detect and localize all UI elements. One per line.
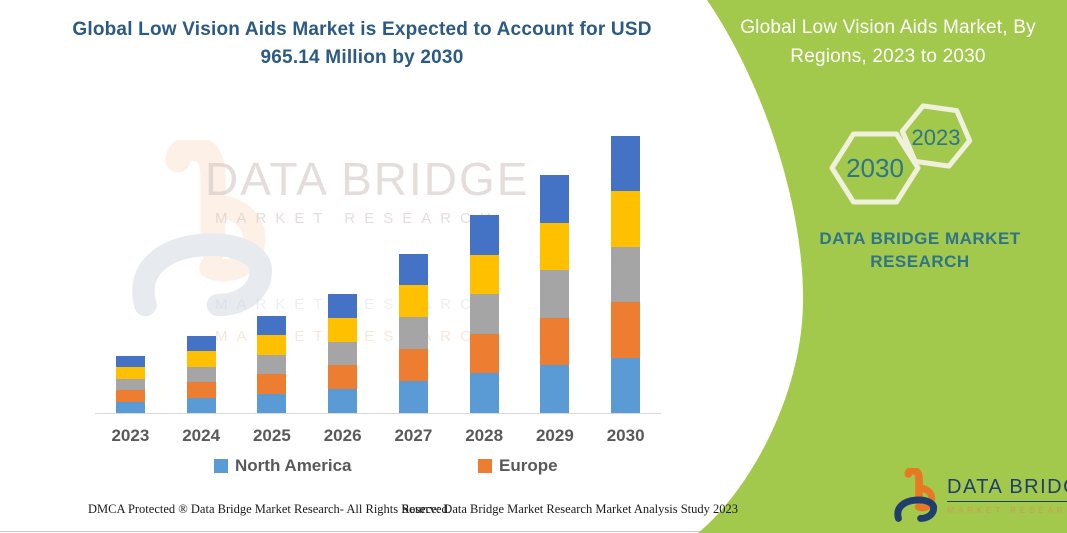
- bar-2030-segment-north-america: [611, 357, 641, 413]
- bar-2025-segment-unlabeled-gray: [257, 354, 287, 374]
- bar-2023-segment-unlabeled-yellow: [115, 367, 145, 379]
- bar-2024-segment-europe: [186, 382, 216, 398]
- bar-2029-segment-europe: [540, 317, 570, 366]
- legend-swatch-europe: [478, 459, 492, 473]
- bar-2023-segment-north-america: [115, 401, 145, 413]
- bar-2025: [257, 315, 287, 413]
- bar-2026-segment-unlabeled-yellow: [328, 317, 358, 342]
- legend-item-north-america: North America: [214, 456, 352, 476]
- brand-line-2: RESEARCH: [870, 251, 970, 271]
- data-bridge-logo: DATA BRIDGE MARKET RESEARCH: [893, 468, 1067, 523]
- bar-2030: [611, 136, 641, 413]
- bar-2023-segment-europe: [115, 390, 145, 402]
- data-bridge-logo-mark: [893, 468, 939, 523]
- bar-2027-segment-north-america: [398, 381, 428, 413]
- x-axis-label-2024: 2024: [182, 426, 221, 445]
- right-panel-brand-name: DATA BRIDGE MARKET RESEARCH: [810, 228, 1030, 274]
- bar-2026: [328, 294, 358, 413]
- bar-2024: [186, 335, 216, 413]
- bar-2026-segment-north-america: [328, 389, 358, 413]
- bar-2028-segment-unlabeled-dark-blue: [469, 215, 499, 255]
- bar-2028: [469, 215, 499, 413]
- bar-2029: [540, 175, 570, 413]
- legend-label-europe: Europe: [499, 456, 558, 475]
- hexagon-2030-label: 2030: [846, 153, 904, 183]
- logo-divider-line: [947, 501, 1067, 502]
- bar-2023-segment-unlabeled-gray: [115, 378, 145, 390]
- bar-2024-segment-north-america: [186, 397, 216, 413]
- bar-2026-segment-unlabeled-gray: [328, 341, 358, 366]
- x-axis-labels: 2023 2024 2025 2026 2027 2028 2029 2030: [95, 426, 661, 446]
- hexagon-2023-label: 2023: [912, 125, 961, 150]
- chart-title: Global Low Vision Aids Market is Expecte…: [72, 19, 652, 68]
- x-axis-label-2029: 2029: [535, 426, 574, 445]
- bar-2030-segment-europe: [611, 302, 641, 358]
- bar-2027-segment-europe: [398, 349, 428, 382]
- x-axis-label-2023: 2023: [111, 426, 150, 445]
- footer-source-text: Source: Data Bridge Market Research Mark…: [402, 502, 739, 516]
- bar-2025-segment-unlabeled-yellow: [257, 335, 287, 355]
- x-axis-baseline: [95, 413, 661, 414]
- x-axis-label-2027: 2027: [394, 426, 433, 445]
- bar-2029-segment-unlabeled-dark-blue: [540, 175, 570, 223]
- bar-2024-segment-unlabeled-dark-blue: [186, 335, 216, 351]
- bar-2026-segment-europe: [328, 365, 358, 390]
- x-axis-label-2030: 2030: [606, 426, 645, 445]
- bottom-divider-line: [0, 531, 700, 532]
- bar-2028-segment-unlabeled-yellow: [469, 254, 499, 295]
- bar-2030-segment-unlabeled-dark-blue: [611, 136, 641, 192]
- bar-2025-segment-europe: [257, 374, 287, 394]
- hexagon-2023: [899, 103, 973, 169]
- bar-2024-segment-unlabeled-gray: [186, 366, 216, 382]
- x-axis-label-2025: 2025: [252, 426, 291, 445]
- x-axis-label-2028: 2028: [465, 426, 504, 445]
- bar-2028-segment-unlabeled-gray: [469, 294, 499, 334]
- bar-2023-segment-unlabeled-dark-blue: [115, 355, 145, 367]
- legend-label-north-america: North America: [235, 456, 352, 475]
- bar-2026-segment-unlabeled-dark-blue: [328, 294, 358, 318]
- bar-2023: [115, 355, 145, 413]
- hexagon-2030: [829, 131, 921, 205]
- brand-line-1: DATA BRIDGE MARKET: [819, 229, 1021, 248]
- year-hexagons: 2030 2023: [829, 103, 973, 205]
- bar-2024-segment-unlabeled-yellow: [186, 351, 216, 367]
- green-panel-shape: [698, 0, 1067, 533]
- bar-2027-segment-unlabeled-dark-blue: [398, 253, 428, 286]
- logo-text-block: DATA BRIDGE MARKET RESEARCH: [947, 476, 1067, 515]
- bar-2029-segment-unlabeled-gray: [540, 270, 570, 318]
- bar-2027: [398, 253, 428, 413]
- bar-2030-segment-unlabeled-gray: [611, 246, 641, 303]
- legend-item-europe: Europe: [478, 456, 558, 476]
- right-panel-title: Global Low Vision Aids Market, By Region…: [740, 17, 1036, 67]
- bar-2028-segment-north-america: [469, 373, 499, 413]
- bar-2027-segment-unlabeled-yellow: [398, 285, 428, 318]
- bar-2028-segment-europe: [469, 333, 499, 374]
- logo-sub-text: MARKET RESEARCH: [947, 505, 1067, 515]
- bar-2027-segment-unlabeled-gray: [398, 317, 428, 350]
- chart-legend: North America Europe: [0, 456, 700, 478]
- x-axis-label-2026: 2026: [323, 426, 362, 445]
- stacked-bar-chart: [95, 132, 661, 413]
- logo-name-text: DATA BRIDGE: [947, 476, 1067, 498]
- bar-2030-segment-unlabeled-yellow: [611, 191, 641, 247]
- bar-2029-segment-north-america: [540, 365, 570, 413]
- bar-2029-segment-unlabeled-yellow: [540, 222, 570, 271]
- footer-copyright-text: DMCA Protected ® Data Bridge Market Rese…: [88, 502, 451, 516]
- bar-2025-segment-north-america: [257, 393, 287, 413]
- legend-swatch-north-america: [214, 459, 228, 473]
- bar-2025-segment-unlabeled-dark-blue: [257, 315, 287, 335]
